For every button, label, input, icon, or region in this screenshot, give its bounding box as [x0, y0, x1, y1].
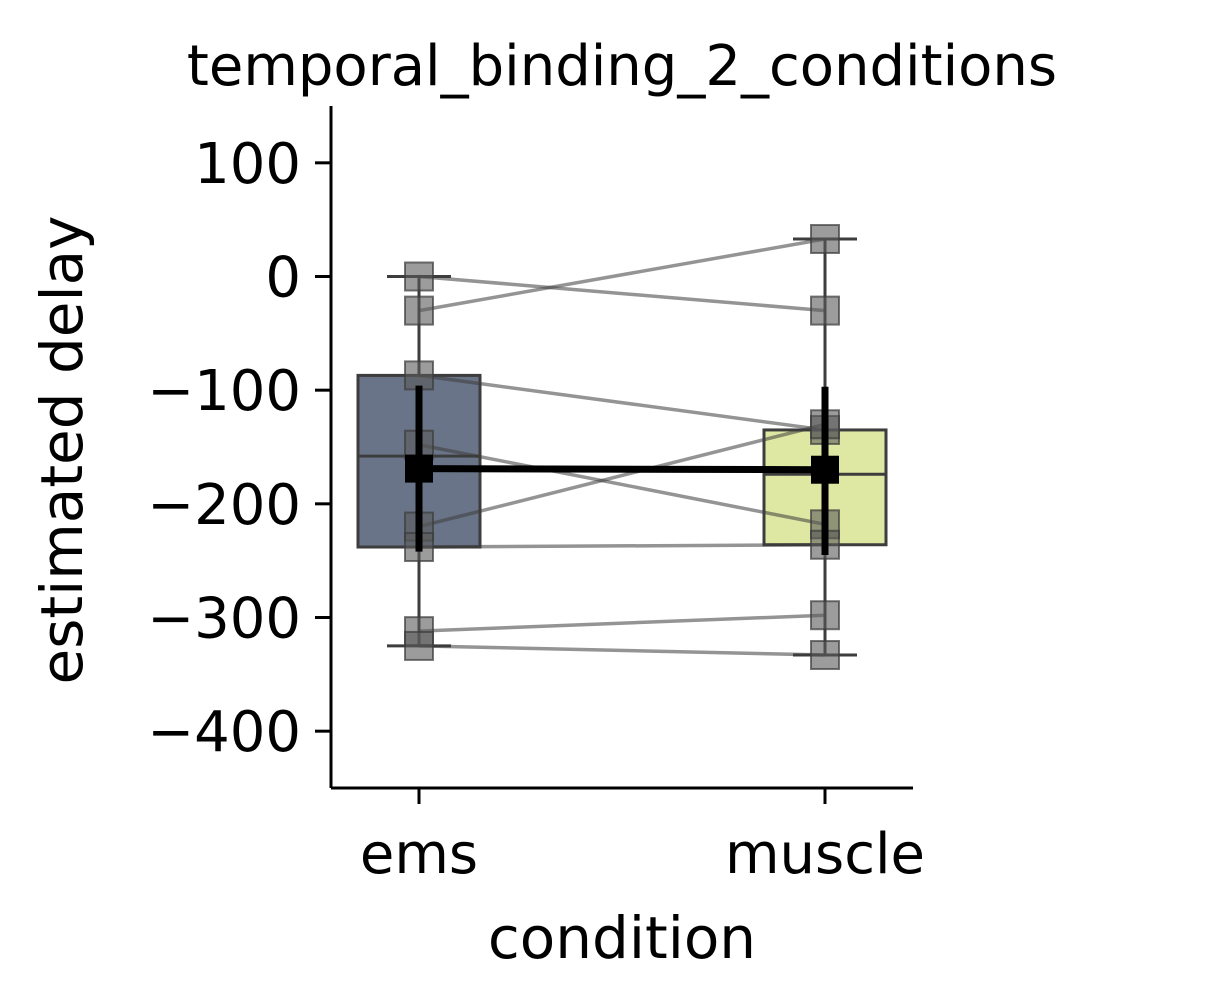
mean-marker [811, 455, 839, 484]
y-tick-label: 0 [265, 246, 301, 311]
subject-marker [810, 223, 840, 254]
subject-line [418, 543, 826, 549]
subject-marker [404, 360, 434, 391]
subject-marker [810, 640, 840, 671]
y-tick-label: −100 [147, 359, 301, 424]
subject-line [418, 373, 826, 432]
y-tick-label: −200 [147, 473, 301, 538]
x-tick-label: ems [360, 822, 478, 887]
y-tick-label: −300 [147, 587, 301, 652]
subject-line [418, 644, 826, 657]
y-tick-label: −400 [147, 700, 301, 765]
mean-line [418, 465, 826, 474]
y-tick-label: 100 [194, 132, 301, 197]
subject-marker [404, 295, 434, 326]
subject-line [418, 422, 826, 529]
subject-marker [404, 630, 434, 661]
chart-title: temporal_binding_2_conditions [187, 34, 1057, 99]
subject-line [418, 237, 826, 313]
x-tick-label: muscle [725, 822, 925, 887]
y-axis-label: estimated delay [28, 216, 96, 685]
subject-line [418, 443, 826, 527]
x-axis-label: condition [488, 904, 756, 972]
subject-line [418, 613, 826, 633]
mean-marker [405, 454, 433, 483]
subject-marker [810, 295, 840, 326]
subject-line [418, 274, 826, 313]
subject-marker [810, 600, 840, 631]
subject-marker [404, 261, 434, 292]
